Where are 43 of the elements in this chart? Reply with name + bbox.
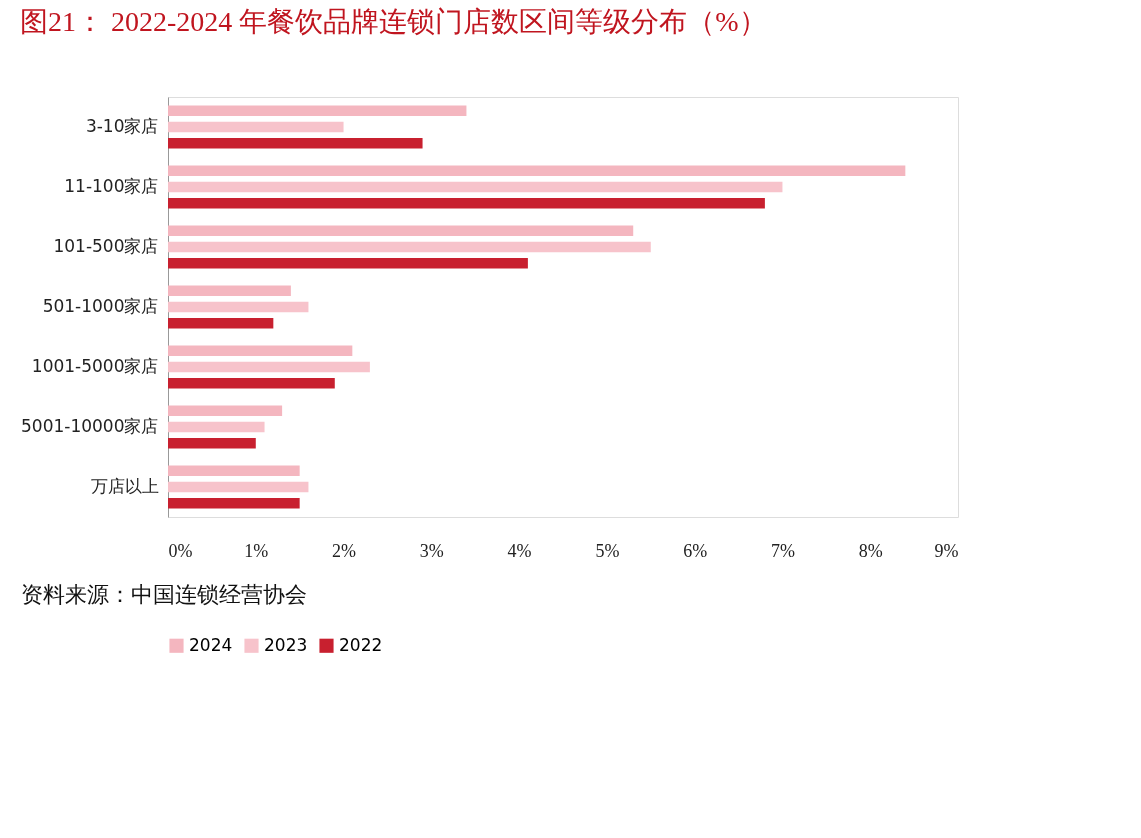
bar [168,225,634,236]
bar [168,258,528,269]
bar [168,345,353,356]
y-tick-label: 5001-10000家店 [21,416,159,436]
x-tick-label: 7% [770,540,795,561]
x-tick-label: 5% [595,540,620,561]
y-tick-label: 501-1000家店 [42,296,159,316]
bar [168,438,256,449]
text: 资料来源：中国连锁经营协会 [20,582,307,607]
bar [168,198,765,209]
x-tick-label: 9% [934,540,959,561]
bar [168,498,300,509]
bar [168,361,370,373]
bar [168,378,335,389]
bar [168,138,423,149]
y-tick-label: 3-10家店 [85,116,159,136]
bar [168,301,309,313]
bar [168,405,283,416]
legend-label: 2022 [339,634,383,655]
legend-label: 2023 [264,634,308,655]
chart-title: 图21： 2022-2024 年餐饮品牌连锁门店数区间等级分布（%） [20,5,767,37]
x-tick-label: 4% [507,540,532,561]
legend-label: 2024 [189,634,233,655]
bar [168,241,651,253]
bar [168,285,291,296]
y-tick-label: 1001-5000家店 [31,356,159,376]
y-tick-label: 101-500家店 [53,236,159,256]
x-tick-label: 1% [244,540,269,561]
bar [168,481,309,493]
bar [168,181,783,193]
x-tick-label: 6% [683,540,708,561]
bar [168,318,274,329]
bar [168,121,344,133]
x-tick-label: 8% [858,540,883,561]
y-tick-label: 万店以上 [90,476,159,496]
x-tick-label: 0% [168,540,193,561]
x-tick-label: 3% [419,540,444,561]
bar [168,105,467,116]
bar [168,421,265,433]
x-tick-label: 2% [332,540,357,561]
bar [168,465,300,476]
y-tick-label: 11-100家店 [64,176,159,196]
bar [168,165,906,176]
